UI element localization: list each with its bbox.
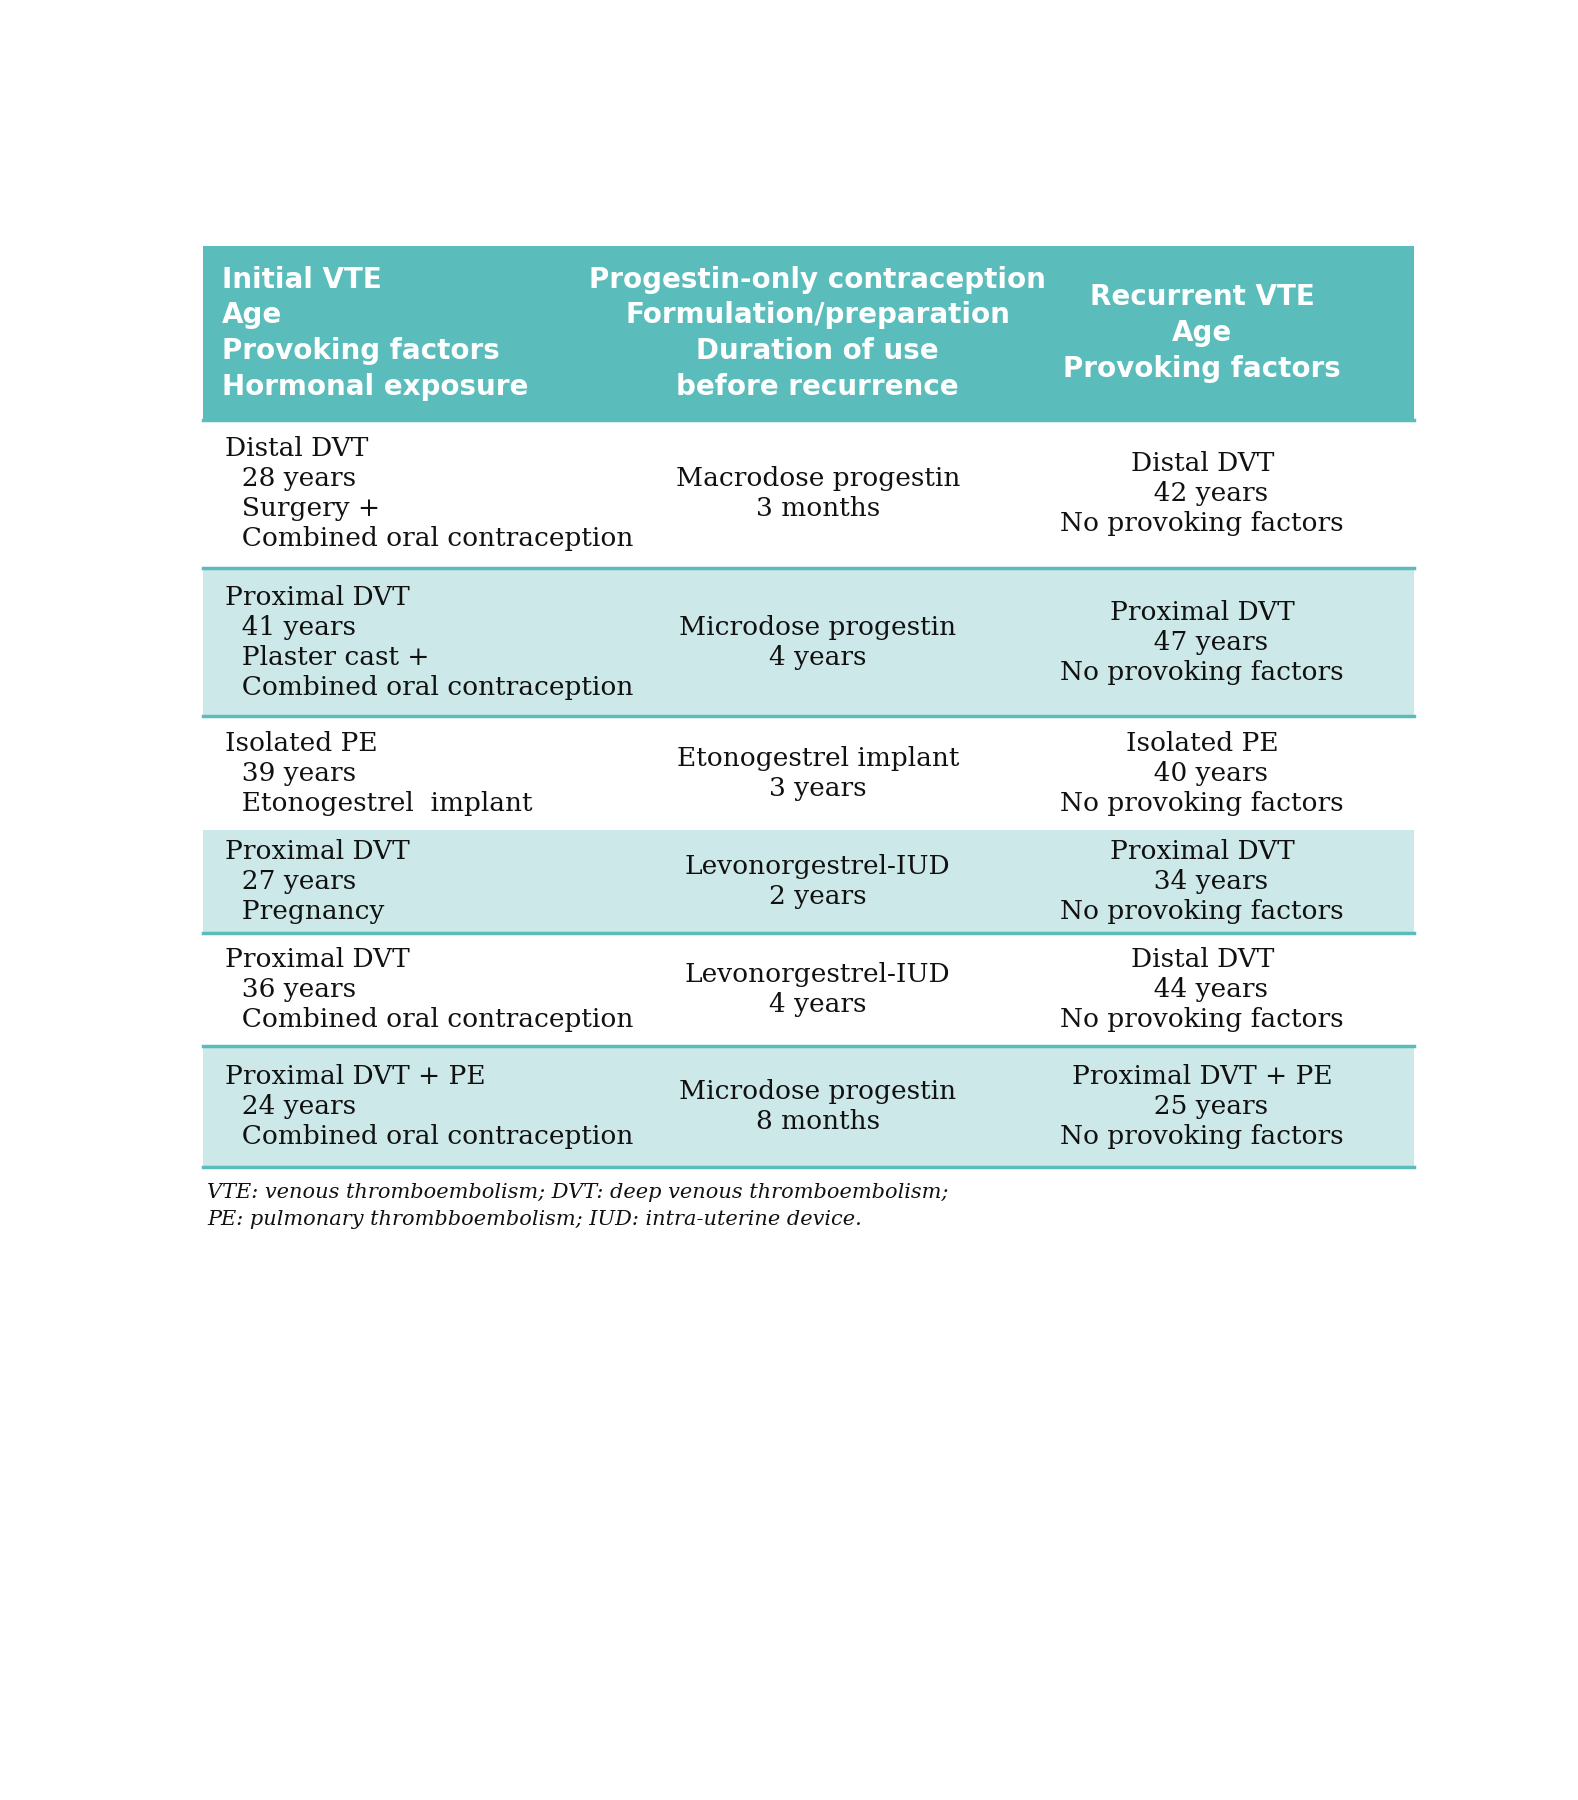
Text: Initial VTE
Age
Provoking factors
Hormonal exposure: Initial VTE Age Provoking factors Hormon… <box>221 266 529 401</box>
Text: Proximal DVT
  36 years
  Combined oral contraception: Proximal DVT 36 years Combined oral cont… <box>226 947 634 1031</box>
Bar <box>204 932 1414 1046</box>
Text: Levonorgestrel-IUD
2 years: Levonorgestrel-IUD 2 years <box>685 853 950 909</box>
Text: Proximal DVT + PE
  25 years
No provoking factors: Proximal DVT + PE 25 years No provoking … <box>1060 1064 1344 1148</box>
Text: Distal DVT
  44 years
No provoking factors: Distal DVT 44 years No provoking factors <box>1060 947 1344 1031</box>
Bar <box>204 247 1414 419</box>
Bar <box>204 419 1414 569</box>
Text: Proximal DVT
  34 years
No provoking factors: Proximal DVT 34 years No provoking facto… <box>1060 839 1344 923</box>
Text: VTE: venous thromboembolism; DVT: deep venous thromboembolism;
PE: pulmonary thr: VTE: venous thromboembolism; DVT: deep v… <box>207 1183 948 1229</box>
Text: Proximal DVT + PE
  24 years
  Combined oral contraception: Proximal DVT + PE 24 years Combined oral… <box>226 1064 634 1148</box>
Text: Progestin-only contraception
Formulation/preparation
Duration of use
before recu: Progestin-only contraception Formulation… <box>589 266 1046 401</box>
Text: Etonogestrel implant
3 years: Etonogestrel implant 3 years <box>677 745 959 801</box>
Text: Proximal DVT
  47 years
No provoking factors: Proximal DVT 47 years No provoking facto… <box>1060 599 1344 684</box>
Text: Proximal DVT
  27 years
  Pregnancy: Proximal DVT 27 years Pregnancy <box>226 839 410 923</box>
Text: Microdose progestin
4 years: Microdose progestin 4 years <box>679 614 956 670</box>
Bar <box>204 1046 1414 1166</box>
Bar <box>204 716 1414 830</box>
Text: Microdose progestin
8 months: Microdose progestin 8 months <box>679 1078 956 1134</box>
Text: Macrodose progestin
3 months: Macrodose progestin 3 months <box>675 466 959 522</box>
Bar <box>204 830 1414 932</box>
Text: Isolated PE
  40 years
No provoking factors: Isolated PE 40 years No provoking factor… <box>1060 731 1344 815</box>
Text: Recurrent VTE
Age
Provoking factors: Recurrent VTE Age Provoking factors <box>1064 283 1341 383</box>
Text: Levonorgestrel-IUD
4 years: Levonorgestrel-IUD 4 years <box>685 961 950 1017</box>
Text: Isolated PE
  39 years
  Etonogestrel  implant: Isolated PE 39 years Etonogestrel implan… <box>226 731 533 815</box>
Bar <box>204 569 1414 716</box>
Text: Proximal DVT
  41 years
  Plaster cast +
  Combined oral contraception: Proximal DVT 41 years Plaster cast + Com… <box>226 585 634 700</box>
Text: Distal DVT
  28 years
  Surgery +
  Combined oral contraception: Distal DVT 28 years Surgery + Combined o… <box>226 436 634 551</box>
Text: Distal DVT
  42 years
No provoking factors: Distal DVT 42 years No provoking factors <box>1060 452 1344 536</box>
